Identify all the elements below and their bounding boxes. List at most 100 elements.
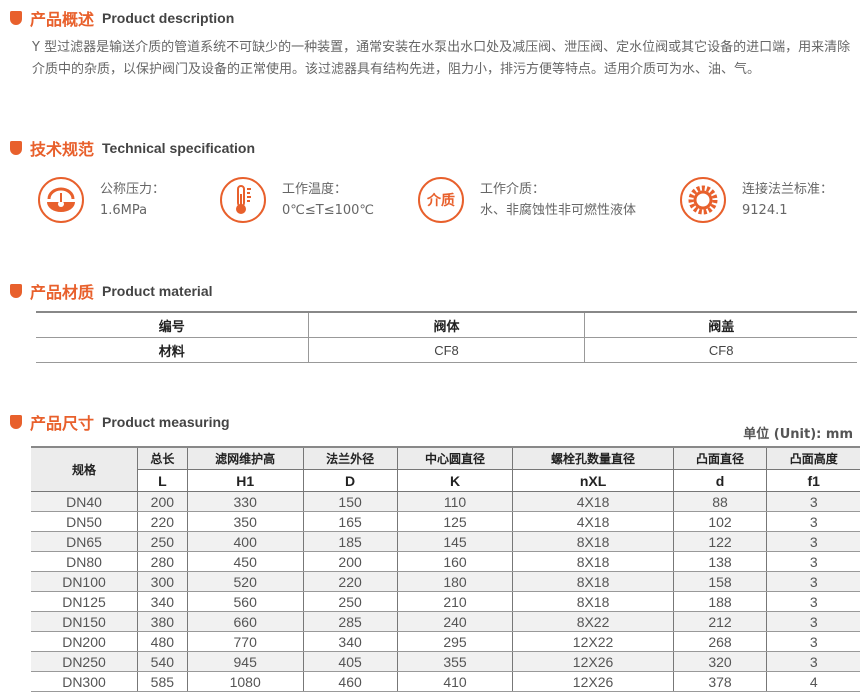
table-cell: 540 (137, 651, 188, 672)
table-cell: 3 (766, 511, 860, 532)
table-row: DN300 585 1080 460 410 12X26 378 4 (31, 671, 860, 692)
column-symbol: L (137, 469, 188, 492)
spec-temperature: 工作温度： 0℃≤T≤100℃ (220, 177, 374, 223)
table-cell: 3 (766, 531, 860, 552)
section-heading-technical: 技术规范 Technical specification (10, 137, 255, 159)
table-cell: 165 (303, 511, 398, 532)
table-cell: 160 (397, 551, 514, 572)
table-cell: DN80 (31, 551, 138, 572)
section-heading-description: 产品概述 Product description (10, 7, 234, 29)
table-cell: 210 (397, 591, 514, 612)
table-cell: 660 (187, 611, 304, 632)
table-cell: 8X22 (512, 611, 674, 632)
table-cell: 320 (673, 651, 768, 672)
table-cell: 4X18 (512, 511, 674, 532)
table-cell: 520 (187, 571, 304, 592)
table-cell: DN250 (31, 651, 138, 672)
table-cell: 4 (766, 671, 860, 692)
shield-icon (10, 11, 22, 25)
table-cell: DN300 (31, 671, 138, 692)
column-symbol: d (672, 469, 768, 492)
table-cell: 410 (397, 671, 514, 692)
table-cell: 8X18 (512, 591, 674, 612)
thermometer-icon (220, 177, 266, 223)
medium-icon: 介质 (418, 177, 464, 223)
table-cell: 240 (397, 611, 514, 632)
column-header: 法兰外径 (302, 447, 398, 470)
table-cell: 125 (397, 511, 514, 532)
table-cell: 3 (766, 591, 860, 612)
table-cell: 1080 (187, 671, 304, 692)
table-row: DN80 280 450 200 160 8X18 138 3 (31, 551, 860, 572)
table-cell: 12X22 (512, 631, 674, 652)
table-cell: 102 (673, 511, 768, 532)
table-cell: 8X18 (512, 551, 674, 572)
table-row: DN150 380 660 285 240 8X22 212 3 (31, 611, 860, 632)
table-cell: 220 (137, 511, 188, 532)
table-cell: 185 (303, 531, 398, 552)
spec-pressure: 公称压力： 1.6MPa (38, 177, 165, 223)
table-cell: 220 (303, 571, 398, 592)
table-cell: DN200 (31, 631, 138, 652)
table-cell: DN40 (31, 491, 138, 512)
table-cell: DN125 (31, 591, 138, 612)
table-row: 材料 CF8 CF8 (36, 337, 857, 363)
table-cell: 3 (766, 551, 860, 572)
table-row: DN40 200 330 150 110 4X18 88 3 (31, 491, 860, 512)
column-header: 滤网维护高 (186, 447, 304, 470)
table-cell: 770 (187, 631, 304, 652)
table-cell: 268 (673, 631, 768, 652)
table-row: DN50 220 350 165 125 4X18 102 3 (31, 511, 860, 532)
table-cell: 340 (303, 631, 398, 652)
description-text: Y 型过滤器是输送介质的管道系统不可缺少的一种装置，通常安装在水泵出水口处及减压… (32, 40, 851, 77)
table-cell: 450 (187, 551, 304, 572)
table-cell: DN100 (31, 571, 138, 592)
table-row: DN250 540 945 405 355 12X26 320 3 (31, 651, 860, 672)
table-cell: 3 (766, 571, 860, 592)
table-cell: 12X26 (512, 671, 674, 692)
table-cell: 400 (187, 531, 304, 552)
table-cell: 3 (766, 631, 860, 652)
table-cell: 3 (766, 651, 860, 672)
table-cell: 122 (673, 531, 768, 552)
shield-icon (10, 284, 22, 298)
header-spec: 规格 (31, 447, 138, 492)
table-cell: 405 (303, 651, 398, 672)
table-row: DN200 480 770 340 295 12X22 268 3 (31, 631, 860, 652)
column-symbol: D (302, 469, 398, 492)
column-header: 凸面直径 (672, 447, 768, 470)
table-cell: 355 (397, 651, 514, 672)
flange-gear-icon (680, 177, 726, 223)
pressure-gauge-icon (38, 177, 84, 223)
table-cell: 138 (673, 551, 768, 572)
table-cell: 300 (137, 571, 188, 592)
table-cell: 3 (766, 491, 860, 512)
section-heading-measuring: 产品尺寸 Product measuring (10, 411, 230, 433)
table-cell: 212 (673, 611, 768, 632)
table-cell: 945 (187, 651, 304, 672)
spec-medium: 介质 工作介质： 水、非腐蚀性非可燃性液体 (418, 177, 636, 223)
table-cell: 330 (187, 491, 304, 512)
table-row: DN125 340 560 250 210 8X18 188 3 (31, 591, 860, 612)
table-cell: 158 (673, 571, 768, 592)
table-cell: 480 (137, 631, 188, 652)
table-cell: 110 (397, 491, 514, 512)
table-cell: 200 (137, 491, 188, 512)
table-cell: DN50 (31, 511, 138, 532)
material-table: 编号 阀体 阀盖 材料 CF8 CF8 (36, 311, 857, 363)
section-heading-material: 产品材质 Product material (10, 280, 213, 302)
table-cell: 8X18 (512, 531, 674, 552)
shield-icon (10, 141, 22, 155)
table-cell: 285 (303, 611, 398, 632)
table-cell: 585 (137, 671, 188, 692)
column-symbol: H1 (186, 469, 304, 492)
table-cell: 250 (137, 531, 188, 552)
column-header: 总长 (137, 447, 188, 470)
table-row: DN65 250 400 185 145 8X18 122 3 (31, 531, 860, 552)
table-cell: 250 (303, 591, 398, 612)
table-cell: DN65 (31, 531, 138, 552)
table-cell: 340 (137, 591, 188, 612)
table-cell: 280 (137, 551, 188, 572)
table-cell: 3 (766, 611, 860, 632)
